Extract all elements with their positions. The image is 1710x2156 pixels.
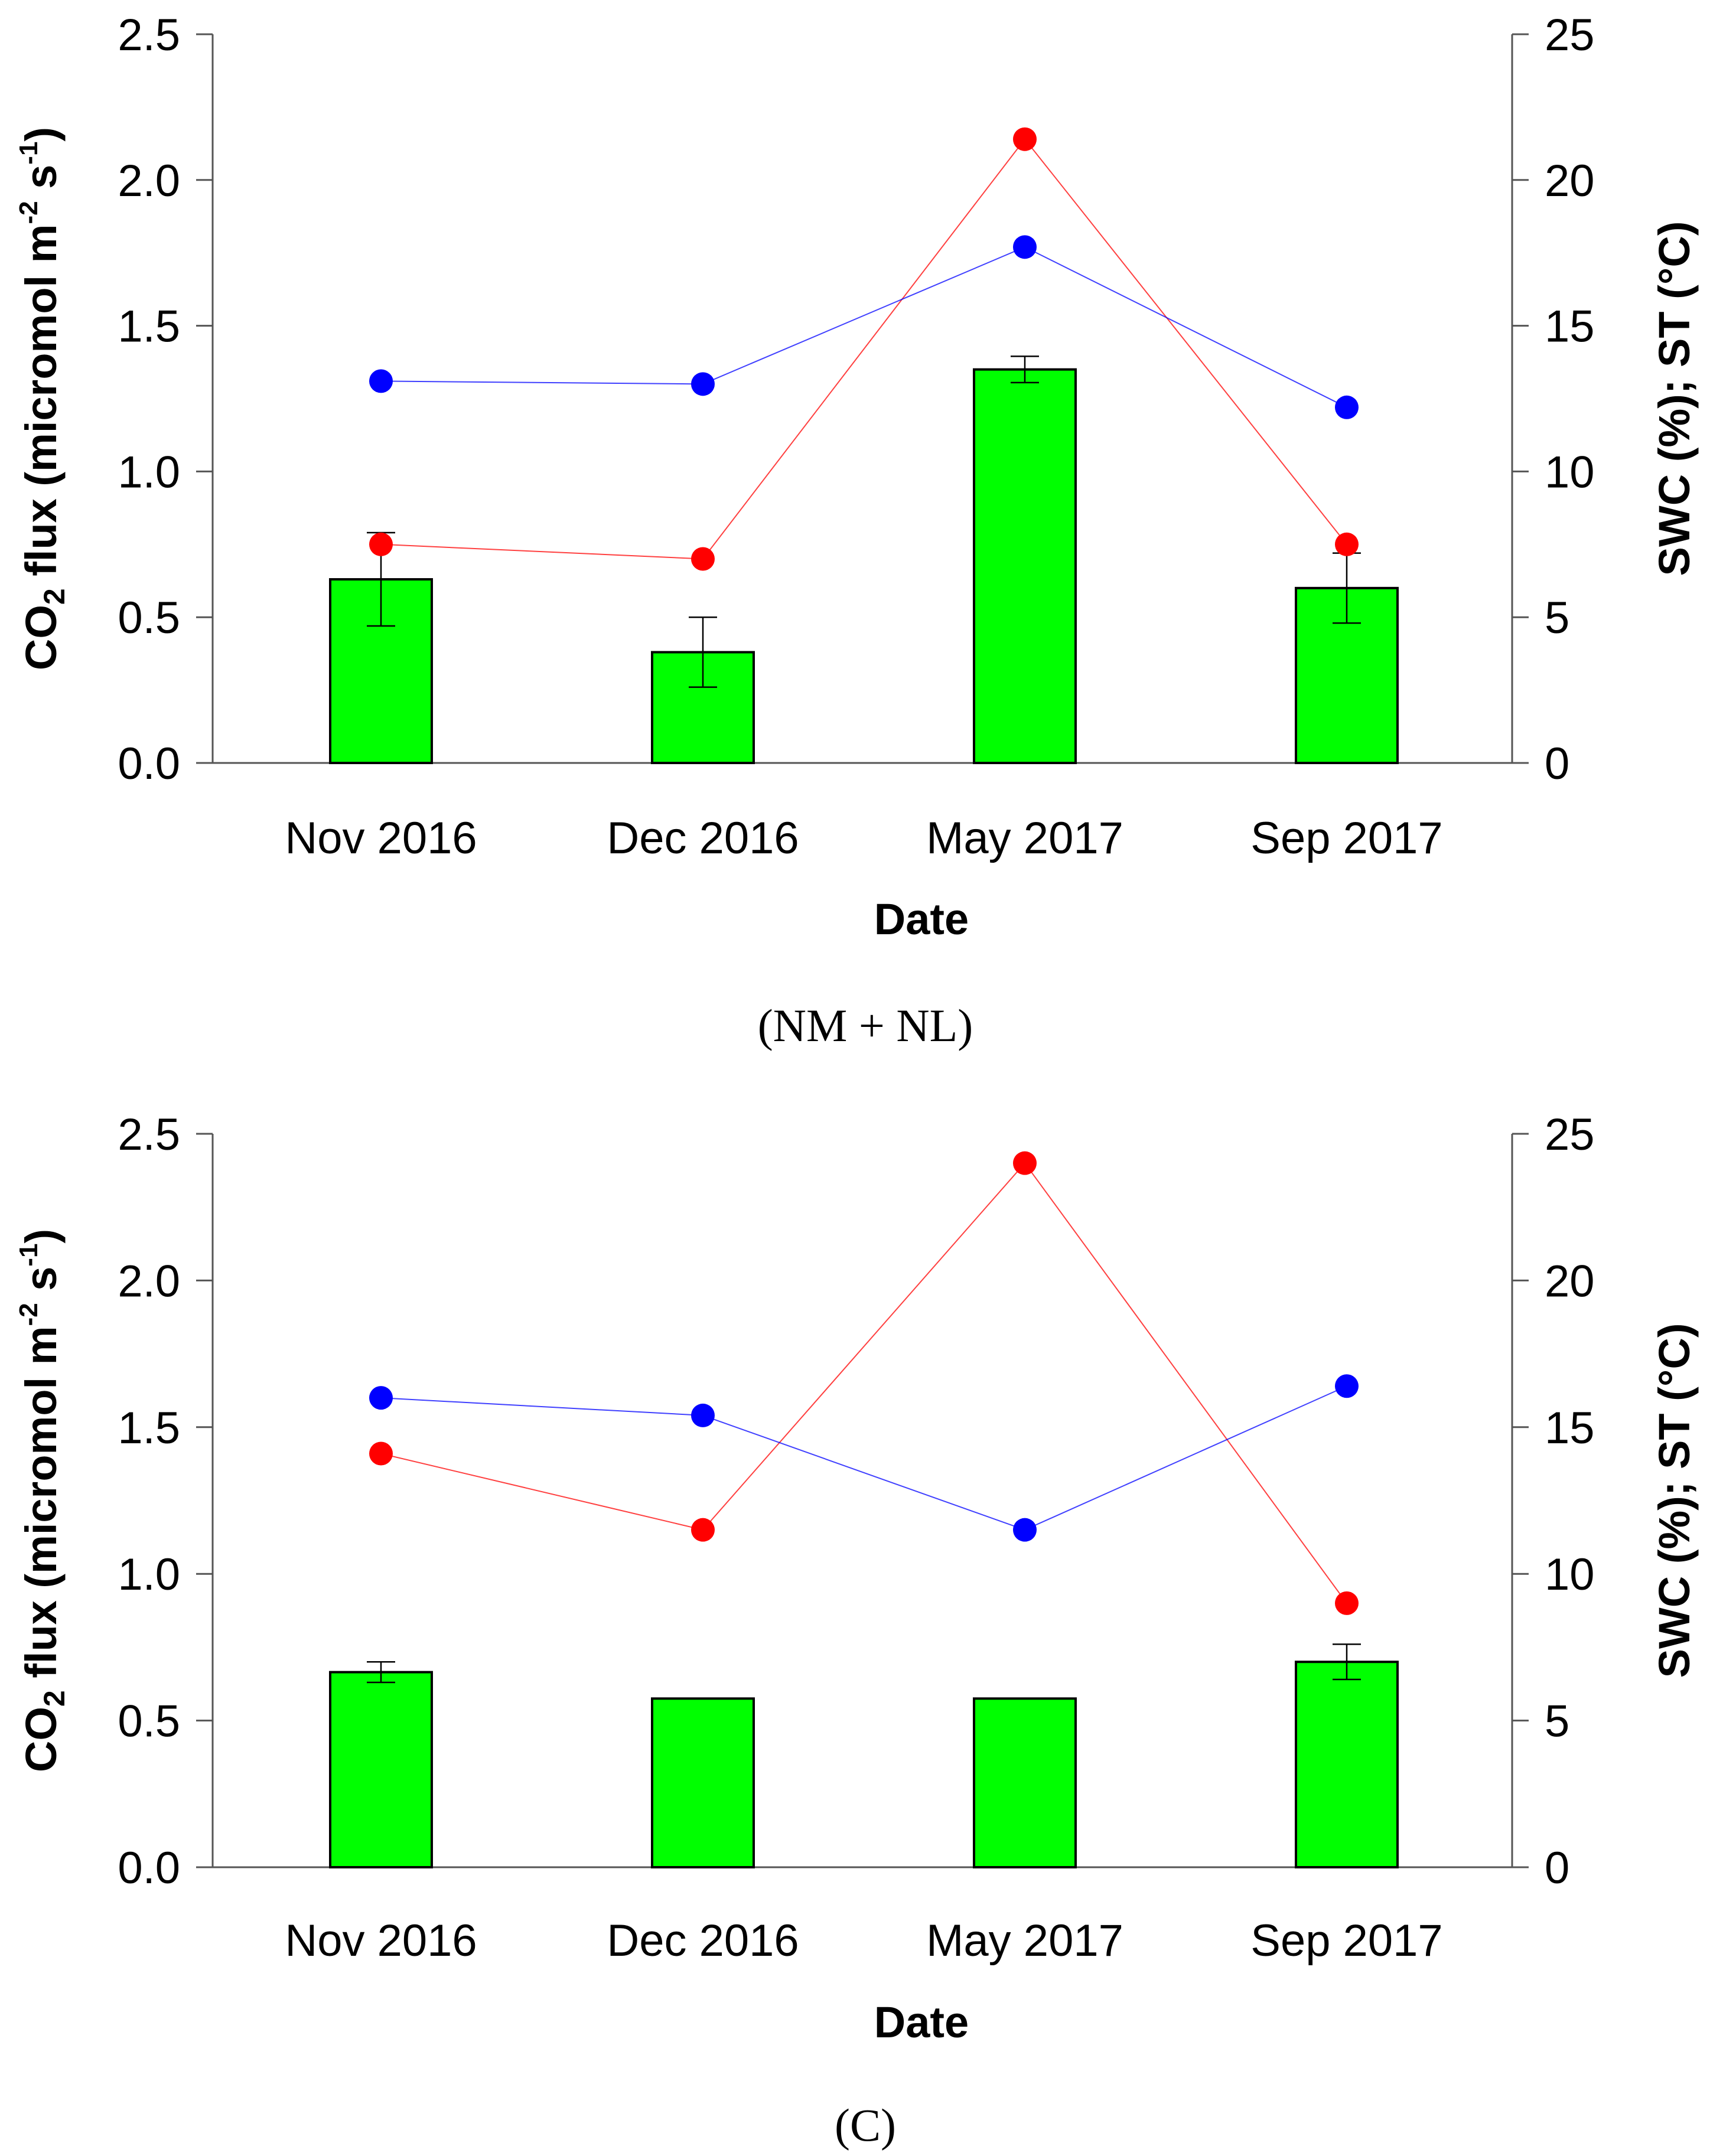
st-point bbox=[1013, 1518, 1037, 1542]
left-y-tick-label: 0.0 bbox=[118, 739, 180, 789]
right-y-tick-label: 20 bbox=[1545, 156, 1595, 206]
panel-caption: (C) bbox=[835, 2099, 896, 2151]
left-y-tick-label: 2.5 bbox=[118, 10, 180, 60]
left-y-tick-label: 1.5 bbox=[118, 302, 180, 352]
swc-point bbox=[691, 1518, 715, 1542]
left-y-tick-label: 0.0 bbox=[118, 1843, 180, 1893]
swc-point bbox=[369, 532, 393, 556]
swc-point bbox=[369, 1441, 393, 1466]
st-point bbox=[369, 1386, 393, 1410]
st-point bbox=[1013, 235, 1037, 259]
x-axis-title: Date bbox=[874, 1998, 969, 2047]
right-y-tick-label: 10 bbox=[1545, 447, 1595, 497]
right-y-tick-label: 25 bbox=[1545, 1110, 1595, 1160]
left-y-tick-label: 1.0 bbox=[118, 1550, 180, 1600]
right-y-tick-label: 25 bbox=[1545, 10, 1595, 60]
x-tick-label: Nov 2016 bbox=[285, 813, 477, 863]
st-series-line bbox=[380, 246, 1347, 408]
left-y-tick-label: 1.0 bbox=[118, 447, 180, 497]
st-point bbox=[691, 372, 715, 396]
co2-flux-bar bbox=[973, 1697, 1077, 1869]
swc-point bbox=[1013, 127, 1037, 151]
co2-flux-bar bbox=[651, 1697, 755, 1869]
right-y-tick-label: 5 bbox=[1545, 1697, 1569, 1747]
x-tick-label: Sep 2017 bbox=[1250, 1916, 1442, 1966]
co2-flux-bar bbox=[973, 368, 1077, 764]
right-y-tick-label: 10 bbox=[1545, 1550, 1595, 1600]
swc-series-line bbox=[380, 1162, 1347, 1604]
x-tick-label: May 2017 bbox=[926, 813, 1123, 863]
left-y-axis-title: CO2 flux (micromol m-2 s-1) bbox=[14, 127, 71, 670]
x-tick-label: Dec 2016 bbox=[607, 1916, 799, 1966]
panel-caption: (NM + NL) bbox=[758, 1000, 973, 1051]
x-tick-label: Dec 2016 bbox=[607, 813, 799, 863]
right-y-tick-label: 15 bbox=[1545, 302, 1595, 352]
swc-series-line bbox=[380, 138, 1347, 560]
st-series-line bbox=[380, 1385, 1347, 1531]
st-point bbox=[1335, 1374, 1359, 1398]
st-point bbox=[691, 1403, 715, 1427]
swc-point bbox=[1013, 1151, 1037, 1175]
swc-point bbox=[691, 547, 715, 571]
swc-point bbox=[1335, 532, 1359, 556]
right-y-axis-title: SWC (%); ST (°C) bbox=[1650, 221, 1699, 576]
chart-panel-2: 0.0 0.5 1.0 1.5 2.0 2.5 0 5 10 15 20 25 Nov 2016 Dec … bbox=[14, 1110, 1699, 2151]
right-y-tick-label: 15 bbox=[1545, 1403, 1595, 1453]
right-y-axis-title: SWC (%); ST (°C) bbox=[1650, 1323, 1699, 1678]
right-y-tick-label: 0 bbox=[1545, 1843, 1569, 1893]
right-y-tick-label: 0 bbox=[1545, 739, 1569, 789]
co2-flux-bar bbox=[1295, 1661, 1399, 1868]
chart-panel-1: 0.0 0.5 1.0 1.5 2.0 2.5 0 5 10 15 20 25 Nov 2016 Dec … bbox=[14, 10, 1699, 1051]
st-point bbox=[369, 369, 393, 393]
x-tick-label: Sep 2017 bbox=[1250, 813, 1442, 863]
st-point bbox=[1335, 395, 1359, 419]
left-y-tick-label: 0.5 bbox=[118, 593, 180, 643]
right-y-tick-label: 20 bbox=[1545, 1256, 1595, 1306]
left-y-tick-label: 2.0 bbox=[118, 1256, 180, 1306]
left-y-tick-label: 2.0 bbox=[118, 156, 180, 206]
x-axis-title: Date bbox=[874, 895, 969, 944]
x-tick-label: Nov 2016 bbox=[285, 1916, 477, 1966]
left-y-tick-label: 1.5 bbox=[118, 1403, 180, 1453]
x-tick-label: May 2017 bbox=[926, 1916, 1123, 1966]
left-y-tick-label: 0.5 bbox=[118, 1697, 180, 1747]
right-y-tick-label: 5 bbox=[1545, 593, 1569, 643]
co2-flux-bar bbox=[329, 1671, 433, 1868]
swc-point bbox=[1335, 1591, 1359, 1615]
left-y-axis-title: CO2 flux (micromol m-2 s-1) bbox=[14, 1229, 71, 1772]
left-y-tick-label: 2.5 bbox=[118, 1110, 180, 1160]
